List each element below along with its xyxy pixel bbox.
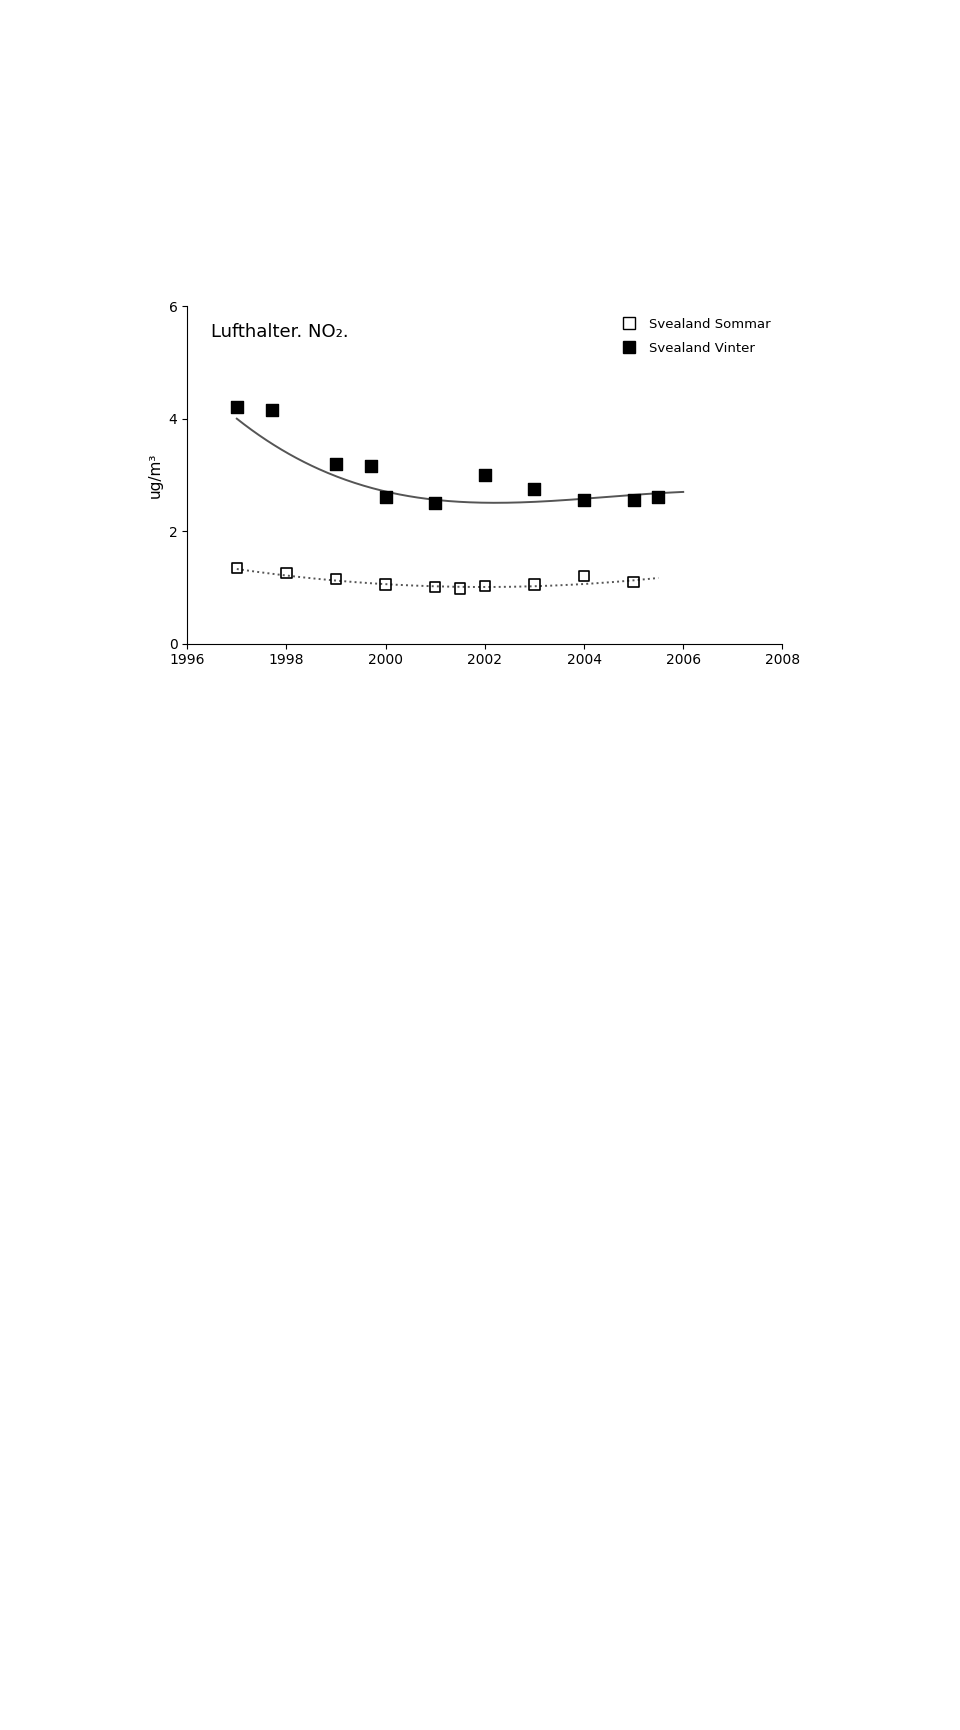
Legend: Svealand Sommar, Svealand Vinter: Svealand Sommar, Svealand Vinter [611, 313, 776, 360]
Point [328, 566, 344, 593]
Point [452, 574, 468, 602]
Point [576, 486, 591, 514]
Point [527, 476, 542, 503]
Point [378, 571, 394, 599]
Point [427, 574, 443, 602]
Point [651, 483, 666, 512]
Point [264, 396, 279, 424]
Point [229, 554, 245, 581]
Point [477, 460, 492, 488]
Point [278, 559, 294, 586]
Point [477, 573, 492, 600]
Point [427, 490, 443, 517]
Point [626, 486, 641, 514]
Point [576, 562, 591, 590]
Point [527, 571, 542, 599]
Point [229, 393, 245, 420]
Point [378, 483, 394, 512]
Point [363, 453, 378, 481]
Point [626, 567, 641, 595]
Point [328, 450, 344, 477]
Text: Lufthalter. NO₂.: Lufthalter. NO₂. [211, 324, 348, 341]
Y-axis label: ug/m³: ug/m³ [148, 452, 163, 498]
